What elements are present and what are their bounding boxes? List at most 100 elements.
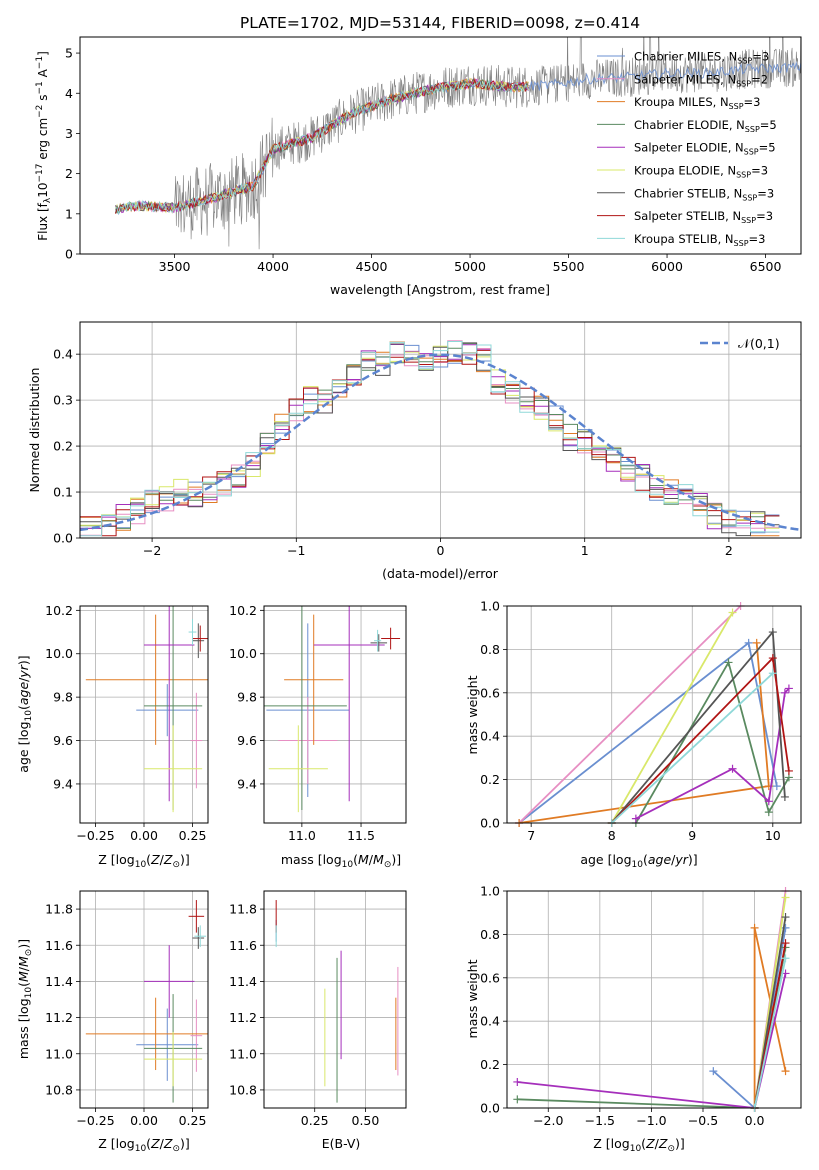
y-tick-label: 10.8 — [45, 1082, 73, 1097]
y-tick-label: 10.0 — [229, 646, 257, 661]
x-tick-label: 6000 — [651, 259, 683, 274]
axes-frame — [79, 605, 209, 824]
legend-entry-5: Kroupa ELODIE, NSSP=3 — [634, 164, 768, 180]
weight-line-3 — [635, 660, 790, 823]
weight-marker-8 — [768, 669, 777, 678]
legend-entry-6: Chabrier STELIB, NSSP=3 — [634, 186, 774, 202]
axes-frame — [263, 605, 407, 824]
y-tick-label: 9.4 — [237, 776, 257, 791]
main-title: PLATE=1702, MJD=53144, FIBERID=0098, z=0… — [240, 14, 640, 32]
x-tick-label: −1.0 — [636, 1113, 666, 1128]
age-mass-xlabel: mass [log10(M/M⊙)] — [281, 852, 401, 870]
x-tick-label: 0.50 — [352, 1113, 380, 1128]
y-tick-label: 11.8 — [229, 902, 257, 917]
weight-marker-0 — [709, 1067, 718, 1076]
histogram-step-6 — [80, 342, 780, 537]
x-tick-label: 1 — [581, 543, 589, 558]
weight-marker-4 — [784, 684, 793, 693]
x-tick-label: −0.25 — [76, 1113, 114, 1128]
y-tick-label: 11.2 — [45, 1010, 73, 1025]
y-tick-label: 9.4 — [53, 776, 73, 791]
axes-frame — [79, 890, 209, 1109]
x-tick-label: 0.00 — [130, 828, 158, 843]
x-tick-label: 8 — [608, 828, 616, 843]
residual-ylabel: Normed distribution — [27, 368, 42, 493]
legend-entry-0: Chabrier MILES, NSSP=3 — [634, 50, 769, 66]
age-z-ylabel: age [log10(age/yr)] — [16, 655, 34, 772]
weight-line-4 — [517, 973, 787, 1108]
y-tick-label: 10.2 — [45, 603, 73, 618]
age-vs-mass-panel: 11.0 11.5 9.4 9.6 9.8 10.0 10.2 — [229, 603, 407, 843]
legend-entry-4: Salpeter ELODIE, NSSP=5 — [634, 141, 776, 157]
weight-marker-0 — [744, 638, 753, 647]
y-tick-label: 11.6 — [229, 938, 257, 953]
x-tick-label: 9 — [688, 828, 696, 843]
y-tick-label: 9.8 — [237, 690, 257, 705]
weight-marker-3 — [724, 658, 733, 667]
histogram-step-2 — [80, 341, 780, 537]
weight-line-8 — [753, 958, 787, 1108]
weight-marker-4 — [764, 797, 773, 806]
x-tick-label: 5500 — [553, 259, 585, 274]
y-tick-label: 0.2 — [480, 772, 500, 787]
weight-marker-2 — [752, 638, 761, 647]
x-tick-label: 2 — [725, 543, 733, 558]
weight-marker-4 — [513, 1077, 522, 1086]
y-tick-label: 0.0 — [53, 531, 73, 546]
y-tick-label: 0.3 — [53, 393, 73, 408]
y-tick-label: 11.4 — [229, 974, 257, 989]
massweight-vs-age-panel: 7 8 9 10 0.0 0.2 0.4 0.6 0.8 1.0 — [480, 599, 802, 843]
y-tick-label: 0 — [65, 247, 73, 262]
mass-vs-extinction-panel: 0.25 0.50 10.8 11.0 11.2 11.4 11.6 11.8 — [229, 890, 407, 1128]
x-tick-label: 4500 — [356, 259, 388, 274]
spectrum-ylabel: Flux [fλ10−17 erg cm−2 s−1 A−1] — [35, 51, 53, 241]
weight-marker-2 — [750, 923, 759, 932]
y-tick-label: 11.6 — [45, 938, 73, 953]
histogram-step-8 — [80, 341, 780, 537]
weight-marker-4 — [631, 814, 640, 823]
weight-line-5 — [610, 612, 734, 823]
y-tick-label: 0.6 — [480, 970, 500, 985]
y-tick-label: 11.8 — [45, 902, 73, 917]
x-tick-label: 4000 — [257, 259, 289, 274]
weight-line-0 — [712, 927, 787, 1108]
x-tick-label: 0.00 — [130, 1113, 158, 1128]
weight-marker-8 — [781, 954, 790, 963]
weight-marker-7 — [768, 654, 777, 663]
y-tick-label: 1.0 — [480, 599, 500, 614]
legend-entry-8: Kroupa STELIB, NSSP=3 — [634, 232, 765, 248]
y-tick-label: 0.6 — [480, 685, 500, 700]
weight-line-8 — [611, 672, 774, 823]
age-vs-metallicity-panel: −0.25 0.00 0.25 9.4 9.6 9.8 10.0 10.2 — [45, 603, 209, 843]
x-tick-label: 0 — [437, 543, 445, 558]
residual-panel: −2 −1 0 1 2 0.0 0.1 0.2 0.3 0.4 — [53, 321, 802, 558]
x-tick-label: 5000 — [454, 259, 486, 274]
weight-marker-4 — [728, 764, 737, 773]
y-tick-label: 4 — [65, 86, 73, 101]
y-tick-label: 9.6 — [237, 733, 257, 748]
massweight-age-ylabel: mass weight — [465, 675, 480, 754]
mass-vs-metallicity-panel: −0.25 0.00 0.25 10.8 11.0 11.2 11.4 11.6 11.8 — [45, 890, 209, 1128]
y-tick-label: 11.2 — [229, 1010, 257, 1025]
legend-entry-normal: 𝒩(0,1) — [738, 336, 780, 351]
model-line-8 — [115, 78, 529, 215]
weight-marker-7 — [784, 766, 793, 775]
y-tick-label: 3 — [65, 126, 73, 141]
mass-z-xlabel: Z [log10(Z/Z⊙)] — [98, 1136, 190, 1154]
histogram-step-7 — [80, 349, 780, 537]
y-tick-label: 10.2 — [229, 603, 257, 618]
x-tick-label: −0.25 — [76, 828, 114, 843]
x-tick-label: −1.5 — [585, 1113, 615, 1128]
x-tick-label: 10 — [765, 828, 781, 843]
weight-marker-6 — [768, 628, 777, 637]
age-z-xlabel: Z [log10(Z/Z⊙)] — [98, 852, 190, 870]
massweight-vs-metallicity-panel: −2.0 −1.5 −1.0 −0.5 0.0 0.0 0.2 0.4 0.6 0.8 1.0 — [480, 884, 802, 1128]
axes-frame — [506, 890, 802, 1109]
y-tick-label: 11.0 — [45, 1046, 73, 1061]
y-tick-label: 0.0 — [480, 816, 500, 831]
spectrum-xlabel: wavelength [Angstrom, rest frame] — [330, 282, 550, 297]
mass-ebv-xlabel: E(B-V) — [322, 1136, 361, 1151]
y-tick-label: 9.8 — [53, 690, 73, 705]
weight-line-1 — [518, 606, 742, 823]
